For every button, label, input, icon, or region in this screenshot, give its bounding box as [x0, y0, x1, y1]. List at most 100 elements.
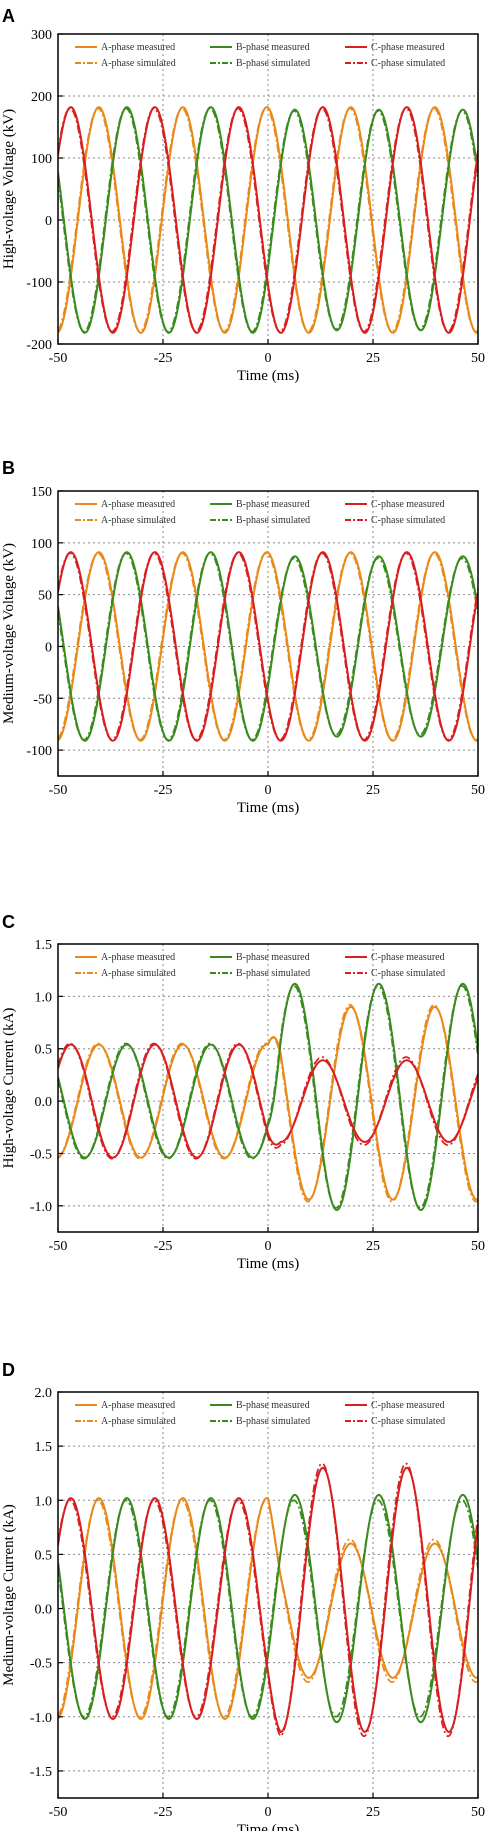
x-tick-label: 25 [366, 351, 380, 366]
series-line-c-phase-measured [58, 1043, 478, 1159]
series-line-b-phase-measured [58, 551, 478, 742]
legend-label: A-phase simulated [101, 58, 176, 69]
x-tick-label: 25 [366, 783, 380, 798]
y-tick-label: -50 [33, 692, 52, 707]
y-tick-label: 0.5 [35, 1043, 53, 1058]
legend-label: C-phase simulated [371, 968, 445, 979]
chart-panel-b: B A-phase measured A-phase simulated B-phas… [1, 458, 485, 816]
y-tick-label: 0.5 [35, 1548, 53, 1563]
legend-label: B-phase simulated [236, 515, 310, 526]
y-tick-label: 0 [45, 214, 52, 229]
series-line-a-phase-measured [58, 551, 478, 742]
x-axis-title: Time (ms) [237, 368, 299, 384]
y-tick-label: 200 [31, 90, 52, 105]
legend-label: C-phase simulated [371, 515, 445, 526]
series-group [58, 106, 478, 334]
y-tick-label: 100 [31, 537, 52, 552]
x-tick-label: 50 [471, 351, 485, 366]
x-tick-label: 0 [265, 1805, 272, 1820]
legend-label: A-phase measured [101, 499, 175, 510]
y-axis-title: High-voltage Current (kA) [1, 1008, 17, 1169]
x-tick-label: 0 [265, 351, 272, 366]
y-tick-label: -0.5 [30, 1147, 52, 1162]
chart-panel-d: D A-phase measured A-phase simulated B-phas… [1, 1360, 485, 1831]
x-tick-label: 50 [471, 1805, 485, 1820]
y-tick-label: 0 [45, 640, 52, 655]
legend-label: C-phase simulated [371, 1416, 445, 1427]
x-tick-label: -50 [49, 1805, 68, 1820]
series-line-a-phase-measured [58, 1497, 478, 1721]
legend-label: C-phase measured [371, 952, 445, 963]
panel-letter: A [2, 6, 15, 26]
x-tick-label: 25 [366, 1805, 380, 1820]
series-line-c-phase-measured [58, 106, 478, 334]
legend-label: B-phase measured [236, 1400, 310, 1411]
chart-panel-a: A A-phase measured A-phase simulated B-phas… [1, 6, 485, 384]
x-tick-label: 50 [471, 1239, 485, 1254]
x-tick-label: -25 [154, 783, 173, 798]
legend-label: C-phase measured [371, 42, 445, 53]
y-tick-label: 1.0 [35, 1494, 53, 1509]
series-line-a-phase-measured [58, 106, 478, 334]
y-tick-label: 1.0 [35, 990, 53, 1005]
x-tick-label: 25 [366, 1239, 380, 1254]
x-tick-label: -25 [154, 351, 173, 366]
series-group [58, 1462, 478, 1738]
y-tick-label: -1.5 [30, 1765, 52, 1780]
series-group [58, 551, 478, 742]
y-axis-title: Medium-voltage Voltage (kV) [1, 543, 17, 724]
x-tick-label: -50 [49, 783, 68, 798]
panel-letter: D [2, 1360, 15, 1380]
legend-label: A-phase simulated [101, 515, 176, 526]
legend-label: B-phase measured [236, 499, 310, 510]
x-tick-label: 0 [265, 783, 272, 798]
series-line-a-phase-measured [58, 1005, 478, 1201]
y-tick-label: 300 [31, 28, 52, 43]
x-axis-title: Time (ms) [237, 1822, 299, 1831]
series-line-c-phase-measured [58, 551, 478, 742]
x-axis-title: Time (ms) [237, 800, 299, 816]
legend-label: A-phase measured [101, 42, 175, 53]
y-tick-label: -1.0 [30, 1200, 52, 1215]
x-tick-label: -50 [49, 351, 68, 366]
y-axis-title: Medium-voltage Current (kA) [1, 1504, 17, 1686]
series-group [58, 982, 478, 1211]
y-tick-label: 1.5 [35, 938, 53, 953]
legend-label: C-phase measured [371, 499, 445, 510]
legend-label: B-phase simulated [236, 968, 310, 979]
x-tick-label: 50 [471, 783, 485, 798]
y-tick-label: 1.5 [35, 1440, 53, 1455]
legend-label: A-phase measured [101, 1400, 175, 1411]
y-tick-label: 150 [31, 485, 52, 500]
legend-label: C-phase simulated [371, 58, 445, 69]
x-tick-label: -50 [49, 1239, 68, 1254]
legend-label: C-phase measured [371, 1400, 445, 1411]
series-line-b-phase-measured [58, 106, 478, 334]
legend-label: A-phase simulated [101, 1416, 176, 1427]
y-tick-label: 0.0 [35, 1095, 53, 1110]
y-axis-title: High-voltage Voltage (kV) [1, 109, 17, 269]
series-line-b-phase-simulated [58, 552, 478, 741]
y-tick-label: 2.0 [35, 1386, 53, 1401]
y-tick-label: 0.0 [35, 1603, 53, 1618]
y-tick-label: 50 [38, 589, 52, 604]
y-tick-label: -200 [26, 338, 52, 353]
legend-label: A-phase simulated [101, 968, 176, 979]
series-line-b-phase-measured [58, 982, 478, 1211]
x-tick-label: -25 [154, 1239, 173, 1254]
x-axis-title: Time (ms) [237, 1256, 299, 1272]
legend-label: B-phase simulated [236, 58, 310, 69]
series-line-b-phase-measured [58, 1493, 478, 1724]
y-tick-label: -100 [26, 744, 52, 759]
panel-letter: B [2, 458, 15, 478]
y-tick-label: 100 [31, 152, 52, 167]
legend-label: B-phase measured [236, 952, 310, 963]
y-tick-label: -0.5 [30, 1657, 52, 1672]
y-tick-label: -1.0 [30, 1711, 52, 1726]
legend-label: A-phase measured [101, 952, 175, 963]
legend-label: B-phase simulated [236, 1416, 310, 1427]
chart-panel-c: C A-phase measured A-phase simulated B-phas… [1, 912, 485, 1272]
panel-letter: C [2, 912, 15, 932]
legend-label: B-phase measured [236, 42, 310, 53]
